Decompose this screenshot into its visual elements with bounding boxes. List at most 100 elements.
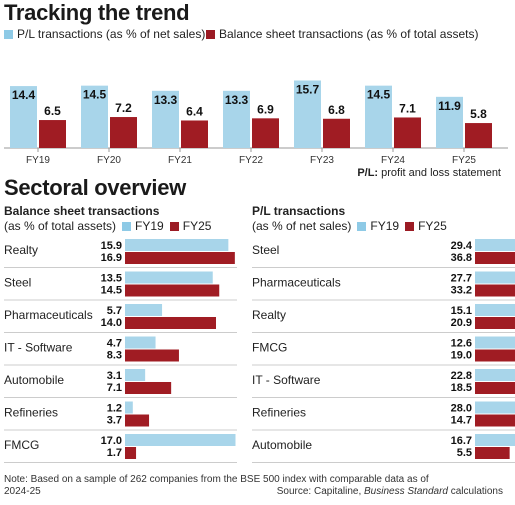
trend-bar-pl — [81, 85, 108, 148]
legend-bs-swatch — [206, 29, 215, 39]
trend-label-pl: 14.5 — [367, 88, 391, 102]
trend-label-bs: 7.2 — [115, 101, 132, 115]
trend-bar-pl — [152, 90, 179, 148]
sector-value-fy25: 1.7 — [107, 447, 122, 459]
sector-bar-fy25 — [475, 317, 515, 329]
sector-bar-fy25 — [125, 284, 220, 297]
legend-pl-label: P/L transactions (as % of net sales) — [17, 27, 206, 41]
sector-value-fy19: 16.7 — [451, 435, 472, 447]
trend-label-bs: 7.1 — [399, 101, 416, 115]
trend-xtick-label: FY21 — [168, 155, 192, 166]
trend-bar-bs — [110, 117, 137, 148]
legend-bs: Balance sheet transactions (as % of tota… — [206, 27, 478, 41]
sector-bar-fy19 — [125, 369, 146, 381]
trend-bar-bs — [252, 118, 279, 148]
trend-label-pl: 13.3 — [154, 93, 178, 107]
sector-value-fy25: 19.0 — [451, 350, 472, 362]
trend-xtick-label: FY22 — [239, 155, 263, 166]
trend-label-bs: 6.9 — [257, 102, 274, 116]
sector-value-fy19: 12.6 — [451, 338, 472, 350]
trend-xtick-label: FY20 — [97, 155, 121, 166]
sector-bar-fy19 — [125, 304, 163, 316]
sector-bar-fy25 — [475, 252, 515, 264]
source-prefix: Source: Capitaline, — [276, 486, 365, 497]
sector-category-label: Refineries — [252, 406, 306, 420]
sector-category-label: Realty — [4, 243, 38, 257]
left-panel-title: Balance sheet transactions (as % of tota… — [4, 204, 211, 234]
trend-bar-chart: 14.4 6.5 FY19 14.5 7.2 FY20 13.3 6.4 FY21 13.3 6.9… — [4, 80, 508, 166]
trend-bar-pl — [10, 86, 37, 148]
sector-category-label: IT - Software — [252, 373, 321, 387]
footnote: P/L: profit and loss statement — [357, 167, 501, 179]
legend-bs-label: Balance sheet transactions (as % of tota… — [219, 27, 479, 41]
sector-category-label: Automobile — [4, 373, 64, 387]
sector-value-fy19: 4.7 — [107, 338, 122, 350]
trend-label-pl: 15.7 — [296, 82, 320, 96]
trend-bar-bs — [323, 118, 350, 148]
source-suffix: calculations — [447, 486, 503, 497]
left-legend-fy25-swatch — [169, 222, 179, 231]
source-line: Source: Capitaline, Business Standard ca… — [277, 486, 503, 498]
sector-value-fy19: 28.0 — [451, 403, 472, 415]
trend-xtick-label: FY23 — [310, 155, 334, 166]
trend-label-bs: 5.8 — [470, 107, 487, 121]
sector-bar-fy19 — [475, 304, 515, 316]
left-panel-title-line1: Balance sheet transactions — [4, 204, 160, 218]
sector-bar-fy25 — [475, 349, 515, 362]
sector-value-fy19: 29.4 — [451, 240, 473, 252]
sector-bar-fy25 — [125, 317, 216, 329]
sector-bar-fy25 — [475, 382, 515, 394]
footnote-text: profit and loss statement — [378, 167, 501, 179]
source-italic: Business Standard — [364, 486, 448, 497]
trend-bar-pl — [294, 80, 321, 148]
right-panel-title-line1: P/L transactions — [252, 204, 346, 218]
sector-value-fy19: 27.7 — [451, 273, 472, 285]
sector-value-fy25: 16.9 — [101, 252, 122, 264]
trend-bar-pl — [223, 90, 250, 148]
sector-value-fy25: 14.0 — [101, 317, 122, 329]
sector-category-label: Automobile — [252, 438, 312, 452]
trend-bar-bs — [39, 120, 66, 148]
right-legend-fy25: FY25 — [418, 219, 447, 233]
trend-label-pl: 14.4 — [12, 88, 36, 102]
sector-category-label: Refineries — [4, 406, 58, 420]
sector-bar-fy25 — [125, 252, 235, 264]
balance-sheet-sector-chart: Realty 15.916.9 Steel 13.514.5 Pharmaceutica… — [4, 239, 237, 463]
left-panel-title-line2: (as % of total assets) — [4, 219, 117, 233]
sector-category-label: Pharmaceuticals — [4, 308, 93, 322]
sector-bar-fy19 — [475, 401, 515, 414]
sector-value-fy19: 13.5 — [101, 273, 122, 285]
sector-value-fy19: 17.0 — [101, 435, 122, 447]
left-legend-fy19-swatch — [122, 222, 132, 231]
right-panel-title-row2: (as % of net sales) FY19 FY25 — [252, 219, 447, 234]
sector-bar-fy19 — [125, 271, 213, 284]
sector-value-fy19: 15.9 — [101, 240, 122, 252]
right-panel-title: P/L transactions (as % of net sales) FY1… — [252, 204, 447, 234]
chart-title-trend: Tracking the trend — [4, 0, 190, 25]
sector-bar-fy19 — [125, 434, 236, 446]
trend-label-pl: 13.3 — [225, 93, 249, 107]
sector-value-fy25: 8.3 — [107, 350, 122, 362]
sector-bar-fy25 — [475, 447, 510, 459]
sector-value-fy25: 18.5 — [451, 382, 472, 394]
left-panel-title-row2: (as % of total assets) FY19 FY25 — [4, 219, 211, 234]
sector-bar-fy19 — [125, 401, 133, 414]
left-legend-fy19: FY19 — [135, 219, 164, 233]
sector-value-fy19: 3.1 — [107, 370, 122, 382]
trend-bar-bs — [465, 123, 492, 148]
sector-bar-fy25 — [475, 414, 515, 427]
right-legend-fy25-swatch — [405, 222, 415, 231]
sector-value-fy19: 15.1 — [451, 305, 472, 317]
sector-value-fy25: 3.7 — [107, 415, 122, 427]
pl-sector-chart: Steel 29.436.8 Pharmaceuticals 27.733.2 Real… — [252, 239, 515, 463]
trend-label-bs: 6.8 — [328, 103, 345, 117]
trend-bar-bs — [181, 120, 208, 148]
right-legend-fy19-swatch — [357, 222, 367, 231]
sectoral-title: Sectoral overview — [4, 175, 186, 200]
footnote-label: P/L: — [357, 167, 379, 179]
legend-pl: P/L transactions (as % of net sales) — [4, 27, 205, 41]
trend-xtick-label: FY25 — [452, 155, 476, 166]
sector-bar-fy19 — [475, 369, 515, 381]
sector-value-fy19: 22.8 — [451, 370, 472, 382]
trend-xtick-label: FY19 — [26, 155, 50, 166]
